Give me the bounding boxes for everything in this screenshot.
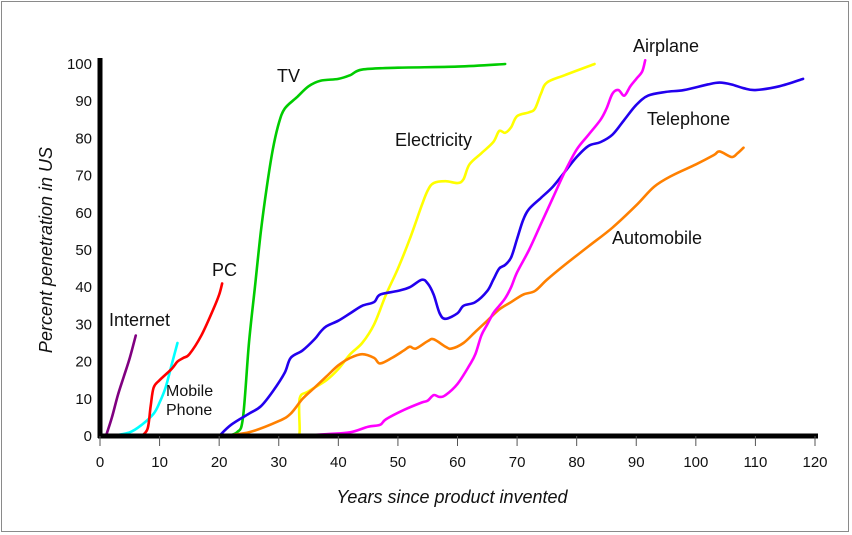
y-tick-label: 20 bbox=[75, 354, 92, 371]
y-tick-label: 90 bbox=[75, 93, 92, 110]
x-axis-label: Years since product invented bbox=[336, 487, 568, 507]
x-tick-label: 0 bbox=[96, 454, 104, 471]
x-tick-label: 50 bbox=[390, 454, 407, 471]
x-tick-label: 90 bbox=[628, 454, 645, 471]
y-tick-label: 70 bbox=[75, 168, 92, 185]
y-tick-label: 0 bbox=[84, 428, 92, 445]
x-tick-label: 100 bbox=[683, 454, 708, 471]
y-tick-label: 40 bbox=[75, 279, 92, 296]
series-line-mobile-phone bbox=[110, 341, 179, 438]
series-line-electricity bbox=[295, 62, 596, 438]
y-tick-label: 60 bbox=[75, 205, 92, 222]
label-internet: Internet bbox=[109, 310, 170, 330]
series-line-internet bbox=[104, 334, 138, 438]
label-mobile: Mobile bbox=[166, 383, 213, 400]
y-tick-label: 30 bbox=[75, 316, 92, 333]
label-automobile: Automobile bbox=[612, 228, 702, 248]
series-line-airplane bbox=[295, 58, 647, 438]
series-line-automobile bbox=[217, 146, 745, 438]
y-axis-label: Percent penetration in US bbox=[36, 147, 56, 353]
y-tick-label: 80 bbox=[75, 130, 92, 147]
x-tick-label: 60 bbox=[449, 454, 466, 471]
label-telephone: Telephone bbox=[647, 109, 730, 129]
series-layer bbox=[104, 58, 805, 438]
x-tick-label: 10 bbox=[151, 454, 168, 471]
x-tick-label: 20 bbox=[211, 454, 228, 471]
label-phone: Phone bbox=[166, 402, 212, 419]
x-tick-label: 30 bbox=[270, 454, 287, 471]
x-tick-label: 80 bbox=[568, 454, 585, 471]
label-airplane: Airplane bbox=[633, 36, 699, 56]
series-line-tv bbox=[223, 62, 507, 438]
x-tick-label: 120 bbox=[802, 454, 827, 471]
x-tick-label: 70 bbox=[509, 454, 526, 471]
y-tick-label: 10 bbox=[75, 391, 92, 408]
tick-labels: 0 10 20 30 40 50 60 70 80 90 100 110 120 0 10 20 30 40 50 6… bbox=[67, 56, 828, 471]
x-tick-label: 110 bbox=[743, 454, 767, 471]
x-tick-label: 40 bbox=[330, 454, 347, 471]
series-line-pc bbox=[140, 282, 224, 438]
y-tick-label: 50 bbox=[75, 242, 92, 259]
series-line-telephone bbox=[217, 77, 805, 438]
label-electricity: Electricity bbox=[395, 130, 472, 150]
axes bbox=[97, 58, 818, 446]
y-tick-label: 100 bbox=[67, 56, 92, 73]
label-pc: PC bbox=[212, 260, 237, 280]
label-tv: TV bbox=[277, 66, 300, 86]
